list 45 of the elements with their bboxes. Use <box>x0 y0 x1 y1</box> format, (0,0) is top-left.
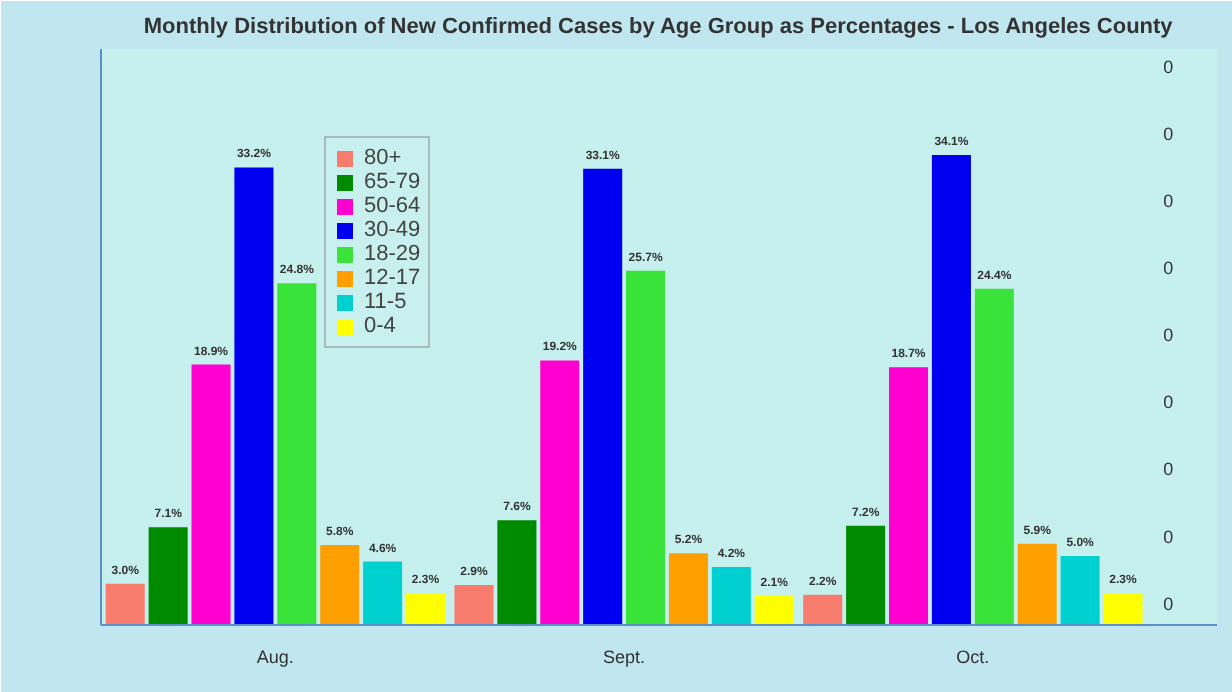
annotation: 0 <box>1163 190 1174 211</box>
bar <box>974 288 1014 625</box>
bar <box>234 167 274 625</box>
bar <box>803 594 843 625</box>
bar <box>889 367 929 625</box>
bar <box>668 553 708 625</box>
x-tick-label: Aug. <box>256 647 294 667</box>
bar <box>363 561 403 625</box>
annotation: 0 <box>1163 593 1174 614</box>
annotation: 0 <box>1163 325 1174 346</box>
legend-label: 12-17 <box>364 266 421 290</box>
annotation: 0 <box>1163 392 1174 413</box>
bar <box>497 520 537 625</box>
bar <box>754 596 794 625</box>
legend-label: 65-79 <box>364 170 421 194</box>
bar <box>1060 556 1100 625</box>
legend-label: 11-5 <box>364 290 407 314</box>
bar <box>191 364 231 625</box>
chart-title: Monthly Distribution of New Confirmed Cases by Age Group as Percentages - Los Angeles County <box>143 15 1175 39</box>
bar <box>405 593 446 625</box>
bar <box>320 545 360 625</box>
annotation: 0 <box>1163 459 1174 480</box>
legend-label: 0-4 <box>364 314 398 338</box>
bar <box>540 360 580 625</box>
x-tick-label: Oct. <box>956 647 990 667</box>
bar <box>626 270 666 625</box>
bar <box>931 155 971 625</box>
bar <box>454 585 494 625</box>
bar <box>846 525 886 625</box>
bar <box>148 527 188 625</box>
bar <box>1017 543 1057 625</box>
bar <box>277 283 317 625</box>
annotation: 0 <box>1163 526 1174 547</box>
bar <box>1103 593 1143 625</box>
legend-label: 80+ <box>364 146 404 170</box>
bar <box>711 567 751 625</box>
legend-label: 18-29 <box>364 242 421 266</box>
bar <box>105 583 145 625</box>
annotation: 0 <box>1163 258 1174 279</box>
text: 0 <box>1163 56 1174 77</box>
legend-label: 30-49 <box>364 218 421 242</box>
legend-label: 50-64 <box>364 194 421 218</box>
x-tick-label: Sept. <box>603 647 646 667</box>
text: 0 <box>1163 123 1174 144</box>
bar <box>583 168 623 625</box>
